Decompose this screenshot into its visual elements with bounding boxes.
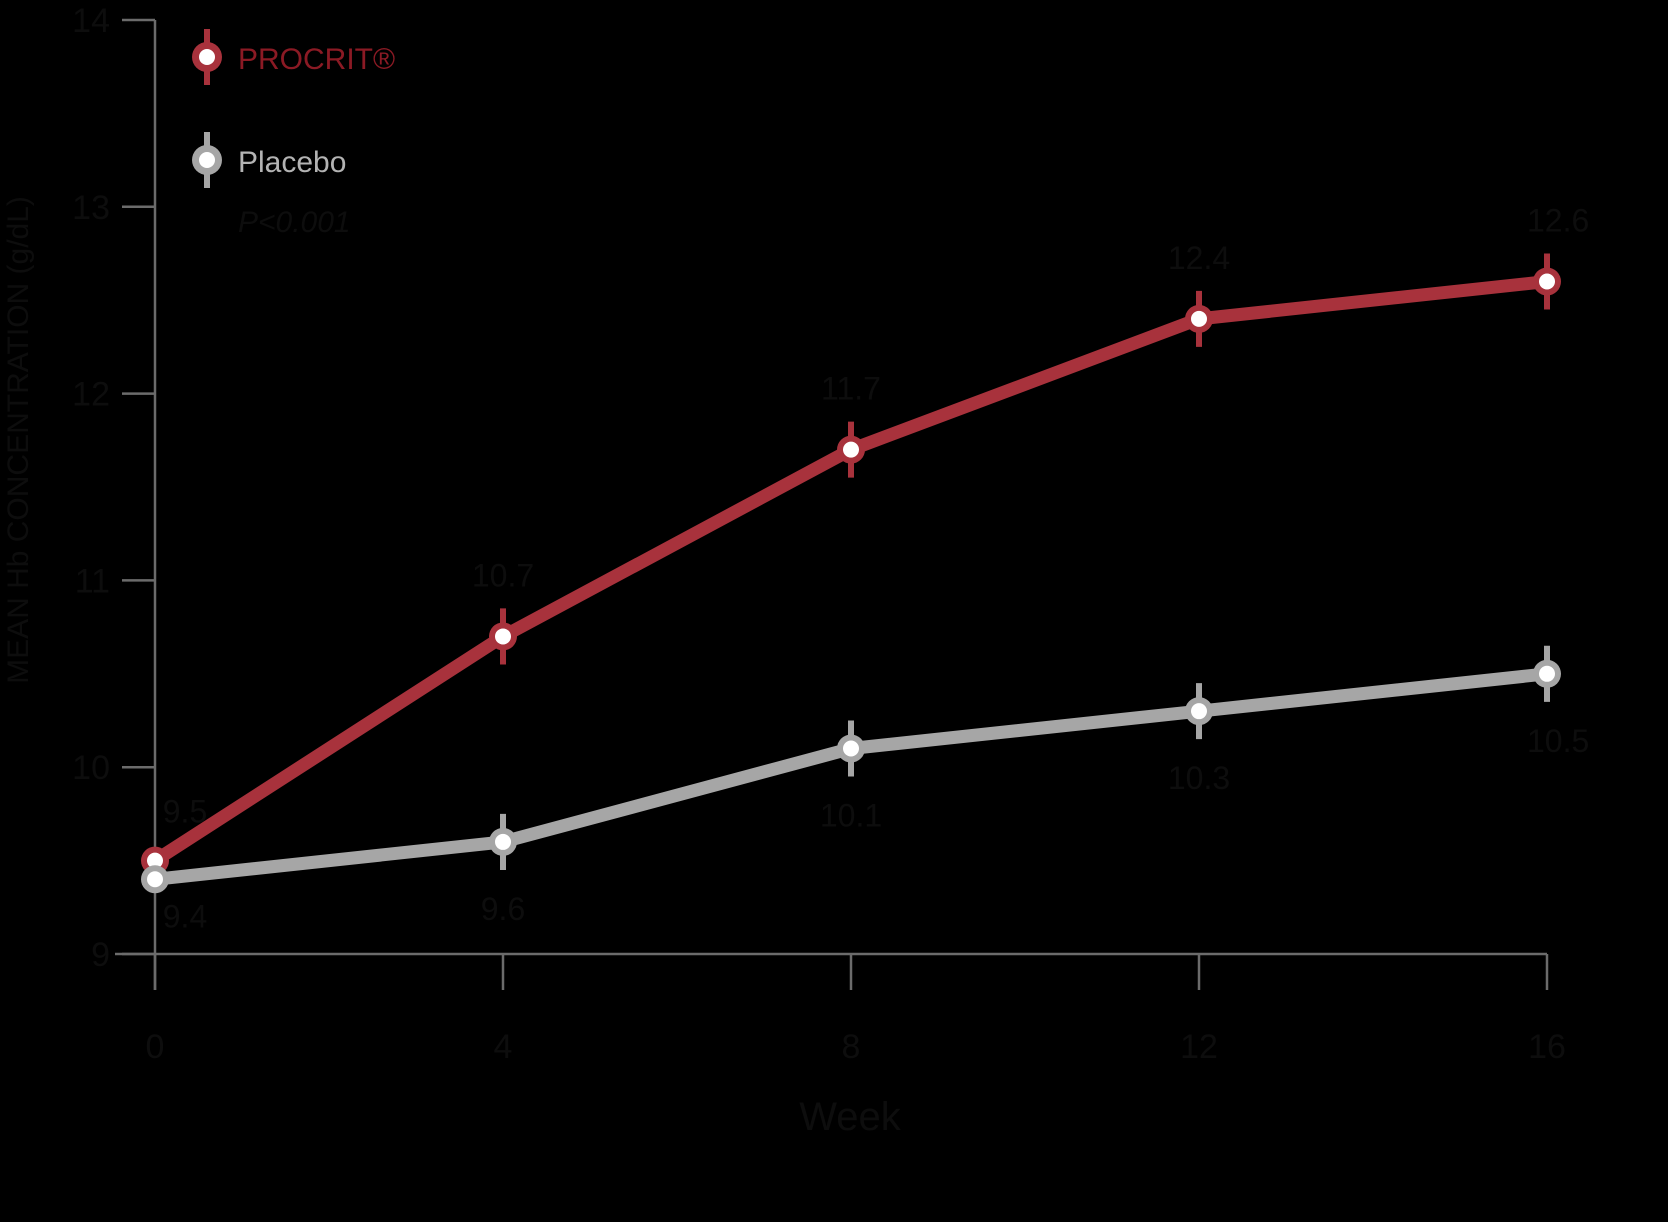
x-axis-title: Week [799, 1095, 902, 1139]
data-point-center [495, 833, 511, 850]
data-value-label: 12.4 [1168, 240, 1230, 276]
legend-item-placebo: Placebo [192, 132, 346, 188]
data-value-label: 12.6 [1527, 203, 1589, 239]
data-point-center [1539, 273, 1555, 290]
series-procrit [141, 253, 1561, 875]
series-placebo [141, 645, 1561, 894]
y-tick-label: 12 [72, 376, 110, 414]
y-axis-title: MEAN Hb CONCENTRATION (g/dL) [2, 196, 35, 684]
data-point-center [1191, 703, 1207, 720]
data-value-label: 10.1 [820, 798, 882, 834]
legend-marker-center-icon [199, 152, 215, 168]
data-value-label: 9.5 [163, 794, 207, 830]
data-value-label: 10.5 [1527, 723, 1589, 759]
data-point-center [495, 628, 511, 645]
axes: 9 10 11 12 13 14 0 4 8 12 16 Week MEAN Hb CONCENTRAT… [2, 2, 1566, 1139]
y-tick-label: 9 [91, 936, 110, 974]
data-point-center [843, 740, 859, 757]
x-tick-label: 4 [494, 1028, 513, 1066]
legend-item-procrit: PROCRIT® [192, 29, 395, 85]
legend-label: Placebo [238, 146, 346, 179]
data-value-label: 10.3 [1168, 760, 1230, 796]
y-tick-label: 11 [75, 562, 110, 600]
x-tick-label: 12 [1180, 1028, 1218, 1066]
data-value-label: 11.7 [821, 371, 881, 407]
data-point-center [1539, 665, 1555, 682]
data-value-label: 9.4 [163, 898, 207, 934]
data-labels: 9.5 10.7 11.7 12.4 12.6 9.4 9.6 10.1 10.3 10.5 [163, 203, 1590, 935]
p-value-annotation: P<0.001 [238, 206, 351, 239]
data-point-center [147, 871, 163, 888]
series-layer [141, 253, 1561, 894]
y-tick-label: 14 [72, 2, 110, 40]
legend: PROCRIT® Placebo P<0.001 [192, 29, 395, 239]
x-tick-label: 8 [842, 1028, 861, 1066]
legend-marker-center-icon [199, 49, 215, 65]
data-value-label: 9.6 [481, 891, 525, 927]
series-line [154, 667, 1548, 886]
data-point-center [1191, 310, 1207, 327]
data-point-center [843, 441, 859, 458]
x-tick-label: 0 [146, 1028, 165, 1066]
legend-label: PROCRIT® [238, 43, 395, 76]
data-value-label: 10.7 [472, 557, 534, 593]
y-tick-label: 13 [72, 189, 110, 227]
x-tick-label: 16 [1528, 1028, 1566, 1066]
data-point-center [147, 852, 163, 869]
y-tick-label: 10 [72, 749, 110, 787]
